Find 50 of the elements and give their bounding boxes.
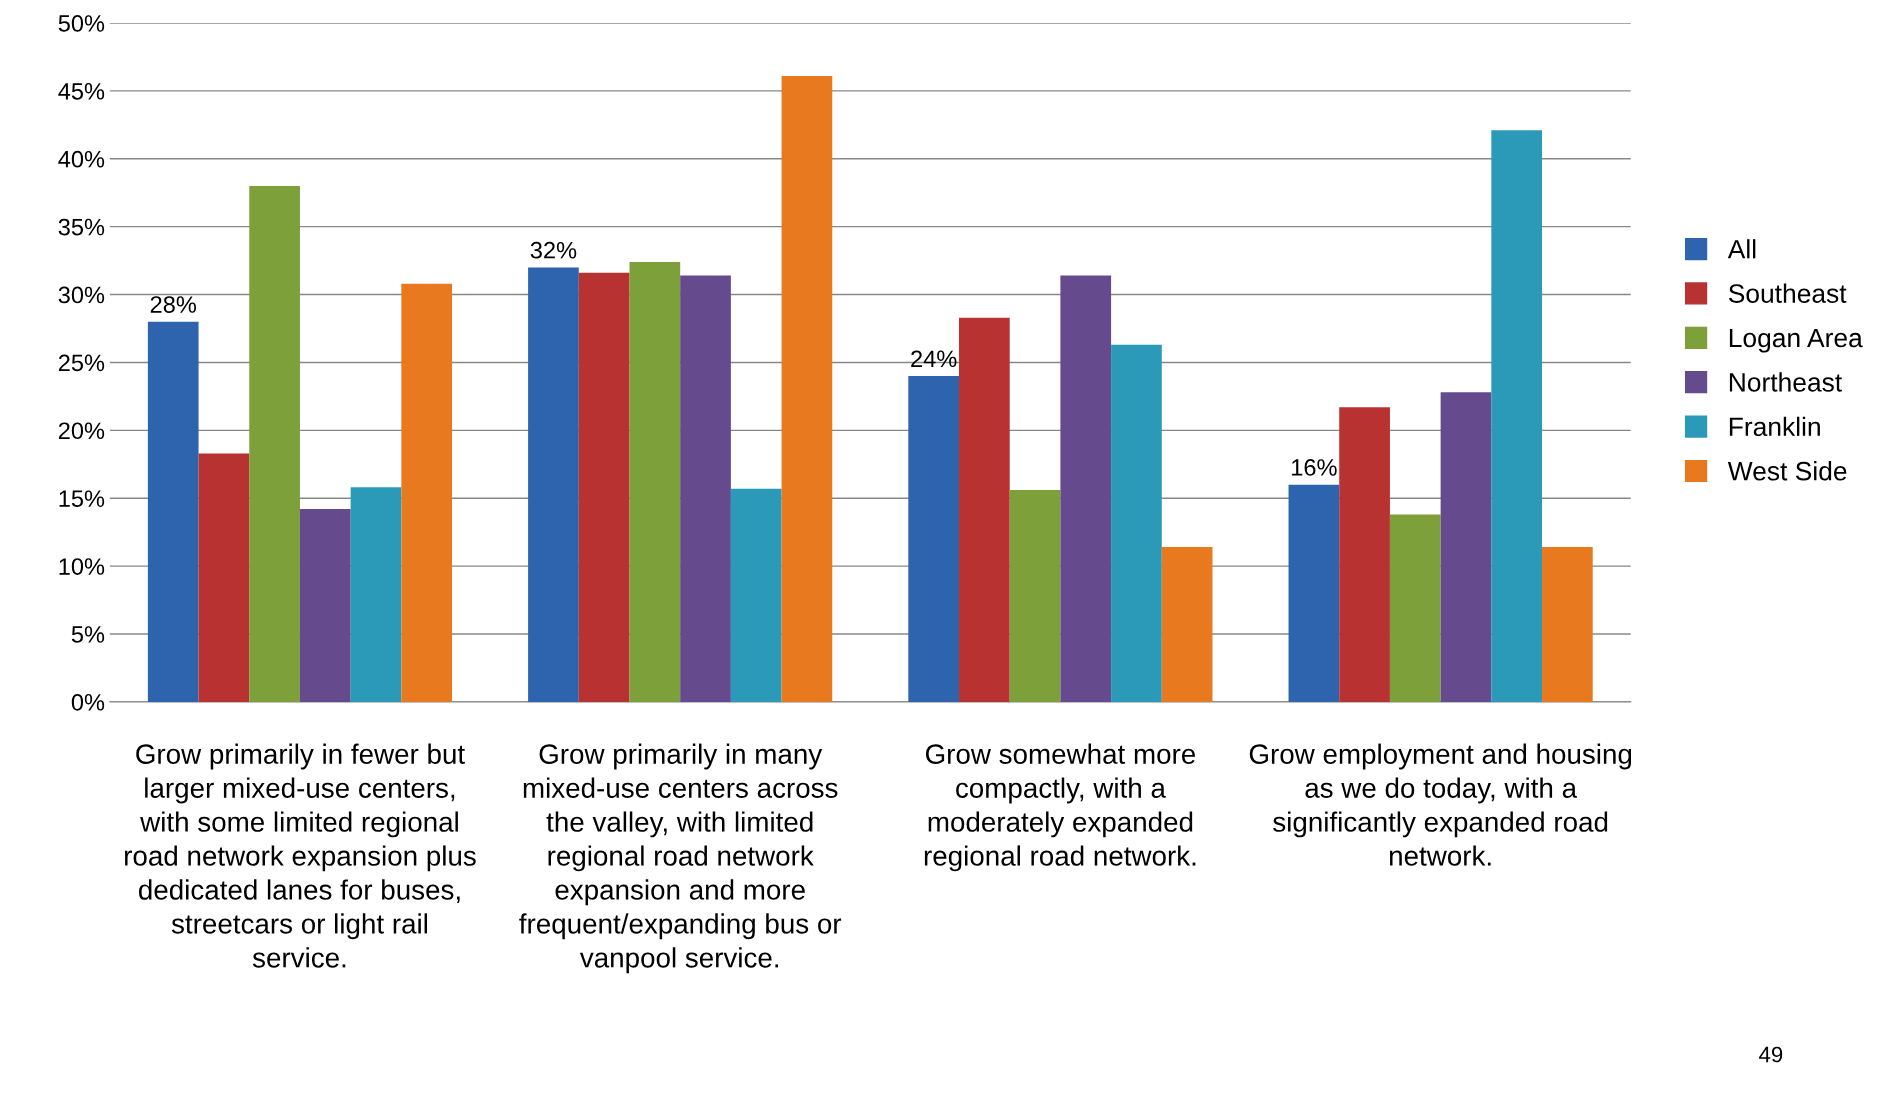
y-tick-label: 15% <box>59 490 105 508</box>
bar <box>1111 344 1162 702</box>
bar <box>959 317 1010 702</box>
bar <box>299 509 351 702</box>
x-tick-label: Grow employment and housing as we do today, with a significantly expanded road network. <box>1249 743 1632 866</box>
bar <box>198 453 250 702</box>
bar <box>578 272 630 702</box>
data-label: 16% <box>1292 459 1337 476</box>
legend-label: Northeast <box>1729 372 1842 392</box>
bar <box>1060 275 1112 702</box>
y-tick-label: 35% <box>58 218 105 236</box>
x-tick-label: Grow somewhat more compactly, with a moderately expanded regional road network. <box>924 743 1196 872</box>
bar <box>908 376 960 702</box>
bar <box>781 75 833 702</box>
legend-label: Franklin <box>1729 416 1820 437</box>
legend-label: Logan Area <box>1729 328 1863 353</box>
bar <box>1542 547 1593 702</box>
bar <box>730 488 782 702</box>
legend-label: Southeast <box>1728 283 1847 303</box>
y-tick-label: 40% <box>58 150 105 168</box>
bar <box>350 487 402 702</box>
y-tick-label: 10% <box>59 558 105 575</box>
y-tick-label: 30% <box>58 286 105 304</box>
bar <box>147 321 199 702</box>
bar <box>249 185 300 702</box>
y-tick-label: 20% <box>58 422 105 440</box>
x-tick-label: Grow primarily in fewer but larger mixed-use centers, with some limited regional road network expansion plus dedicated lanes for buses, streetcars or light rail service. <box>125 743 476 968</box>
bar <box>528 267 579 702</box>
bar <box>1161 547 1213 702</box>
bar <box>1339 407 1390 702</box>
bar <box>1009 490 1061 702</box>
bar <box>680 275 731 702</box>
y-tick-label: 0% <box>71 693 105 711</box>
bar <box>1389 514 1441 702</box>
y-tick-label: 45% <box>58 83 105 100</box>
bar <box>1288 484 1340 702</box>
data-label: 28% <box>150 296 197 313</box>
legend-label: All <box>1727 239 1756 259</box>
bar <box>1440 392 1492 702</box>
y-tick-label: 50% <box>58 15 105 32</box>
y-tick-label: 5% <box>71 626 105 643</box>
bar <box>629 261 681 702</box>
text: 49 <box>1759 1046 1783 1063</box>
data-label: 24% <box>911 350 957 368</box>
bar <box>401 283 453 702</box>
bar <box>1491 130 1543 702</box>
data-label: 32% <box>530 241 577 259</box>
legend-label: West Side <box>1727 461 1847 481</box>
y-tick-label: 25% <box>58 354 105 372</box>
x-tick-label: Grow primarily in many mixed-use centers across the valley, with limited regional road network expansion and more frequent/expanding bus or vanpool service. <box>519 743 842 974</box>
